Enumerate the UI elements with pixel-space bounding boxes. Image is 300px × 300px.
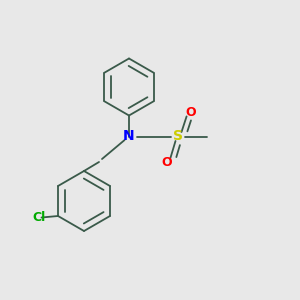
Text: O: O [161,155,172,169]
Text: S: S [173,130,184,143]
Text: N: N [123,130,135,143]
Text: O: O [186,106,196,119]
Text: Cl: Cl [32,211,45,224]
